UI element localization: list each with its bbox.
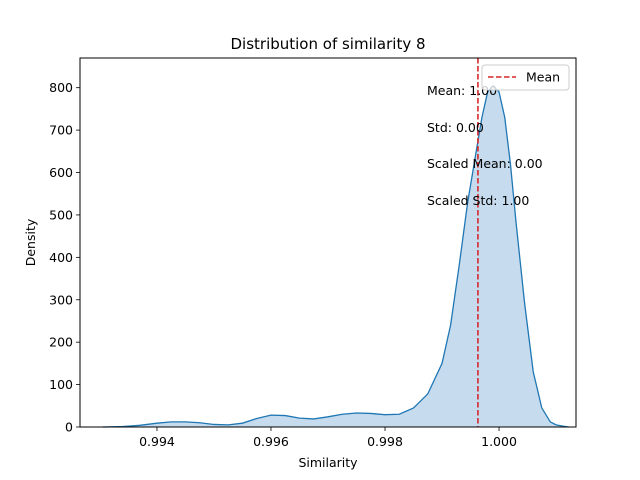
x-tick-label: 0.994 bbox=[139, 434, 175, 449]
annotation-scaled-mean: Scaled Mean: 0.00 bbox=[427, 156, 543, 171]
x-tick-label: 0.996 bbox=[253, 434, 289, 449]
y-axis: 0 100 200 300 400 500 600 700 800 bbox=[49, 80, 80, 435]
plot-area bbox=[102, 58, 569, 428]
annotation-mean: Mean: 1.00 bbox=[427, 83, 497, 98]
density-line bbox=[102, 84, 569, 428]
y-tick-label: 500 bbox=[49, 207, 73, 222]
axes-frame bbox=[79, 57, 577, 428]
legend-label-mean: Mean bbox=[526, 70, 560, 85]
legend: Mean bbox=[481, 64, 570, 91]
x-tick-label: 1.000 bbox=[481, 434, 517, 449]
annotation-std: Std: 0.00 bbox=[427, 120, 484, 135]
y-axis-label: Density bbox=[23, 218, 38, 266]
stats-annotations: Mean: 1.00 Std: 0.00 Scaled Mean: 0.00 S… bbox=[427, 83, 543, 208]
legend-box bbox=[481, 64, 570, 91]
y-tick-label: 200 bbox=[49, 335, 73, 350]
annotation-scaled-std: Scaled Std: 1.00 bbox=[427, 193, 529, 208]
x-axis: 0.994 0.996 0.998 1.000 bbox=[139, 427, 517, 449]
x-axis-label: Similarity bbox=[298, 455, 358, 470]
y-tick-label: 700 bbox=[49, 123, 73, 138]
y-tick-label: 600 bbox=[49, 165, 73, 180]
y-tick-label: 100 bbox=[49, 377, 73, 392]
y-tick-label: 400 bbox=[49, 250, 73, 265]
chart-title: Distribution of similarity 8 bbox=[230, 35, 425, 53]
y-tick-label: 300 bbox=[49, 292, 73, 307]
density-area bbox=[102, 85, 569, 427]
y-tick-label: 800 bbox=[49, 80, 73, 95]
x-tick-label: 0.998 bbox=[367, 434, 403, 449]
y-tick-label: 0 bbox=[65, 420, 73, 435]
